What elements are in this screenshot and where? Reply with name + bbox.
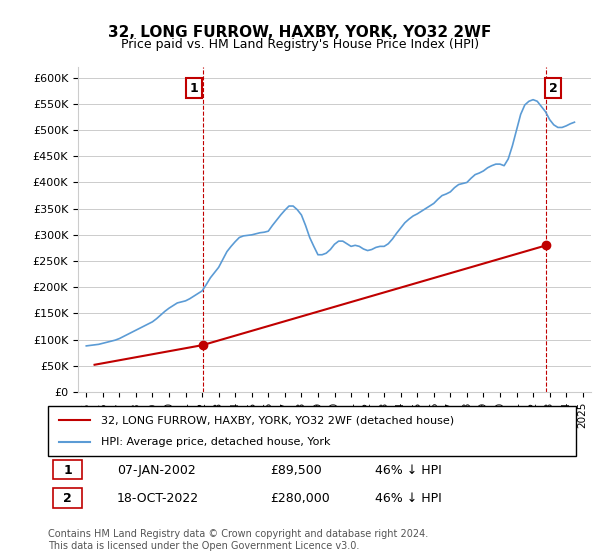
FancyBboxPatch shape	[53, 460, 82, 479]
Text: 46% ↓ HPI: 46% ↓ HPI	[376, 492, 442, 505]
Text: 07-JAN-2002: 07-JAN-2002	[116, 464, 196, 477]
FancyBboxPatch shape	[48, 406, 576, 456]
Text: HPI: Average price, detached house, York: HPI: Average price, detached house, York	[101, 437, 331, 447]
Text: 46% ↓ HPI: 46% ↓ HPI	[376, 464, 442, 477]
Text: £89,500: £89,500	[270, 464, 322, 477]
Text: £280,000: £280,000	[270, 492, 329, 505]
Text: 2: 2	[548, 82, 557, 95]
Text: 32, LONG FURROW, HAXBY, YORK, YO32 2WF: 32, LONG FURROW, HAXBY, YORK, YO32 2WF	[109, 25, 491, 40]
Text: 2: 2	[63, 492, 72, 505]
Text: 18-OCT-2022: 18-OCT-2022	[116, 492, 199, 505]
Text: 32, LONG FURROW, HAXBY, YORK, YO32 2WF (detached house): 32, LONG FURROW, HAXBY, YORK, YO32 2WF (…	[101, 415, 454, 425]
FancyBboxPatch shape	[53, 488, 82, 507]
Text: Contains HM Land Registry data © Crown copyright and database right 2024.
This d: Contains HM Land Registry data © Crown c…	[48, 529, 428, 551]
Text: Price paid vs. HM Land Registry's House Price Index (HPI): Price paid vs. HM Land Registry's House …	[121, 38, 479, 51]
Text: 1: 1	[63, 464, 72, 477]
Text: 1: 1	[190, 82, 198, 95]
